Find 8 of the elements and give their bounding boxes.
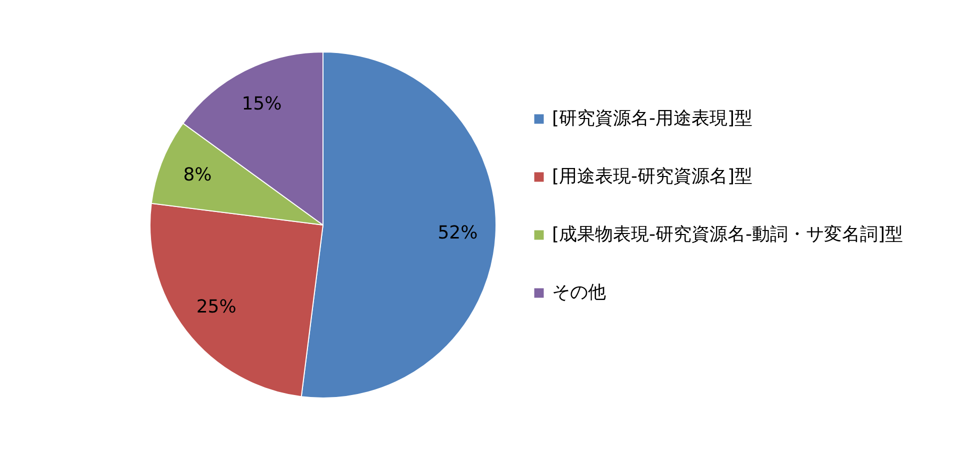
legend-label: [成果物表現-研究資源名-動詞・サ変名詞]型 <box>552 224 904 245</box>
data-label: 8% <box>183 164 212 186</box>
legend-label: その他 <box>552 282 606 303</box>
data-label: 52% <box>438 222 478 244</box>
data-label: 15% <box>242 94 282 115</box>
legend-label: [研究資源名-用途表現]型 <box>552 108 753 129</box>
data-label: 25% <box>196 296 236 318</box>
legend-label: [用途表現-研究資源名]型 <box>552 166 753 187</box>
